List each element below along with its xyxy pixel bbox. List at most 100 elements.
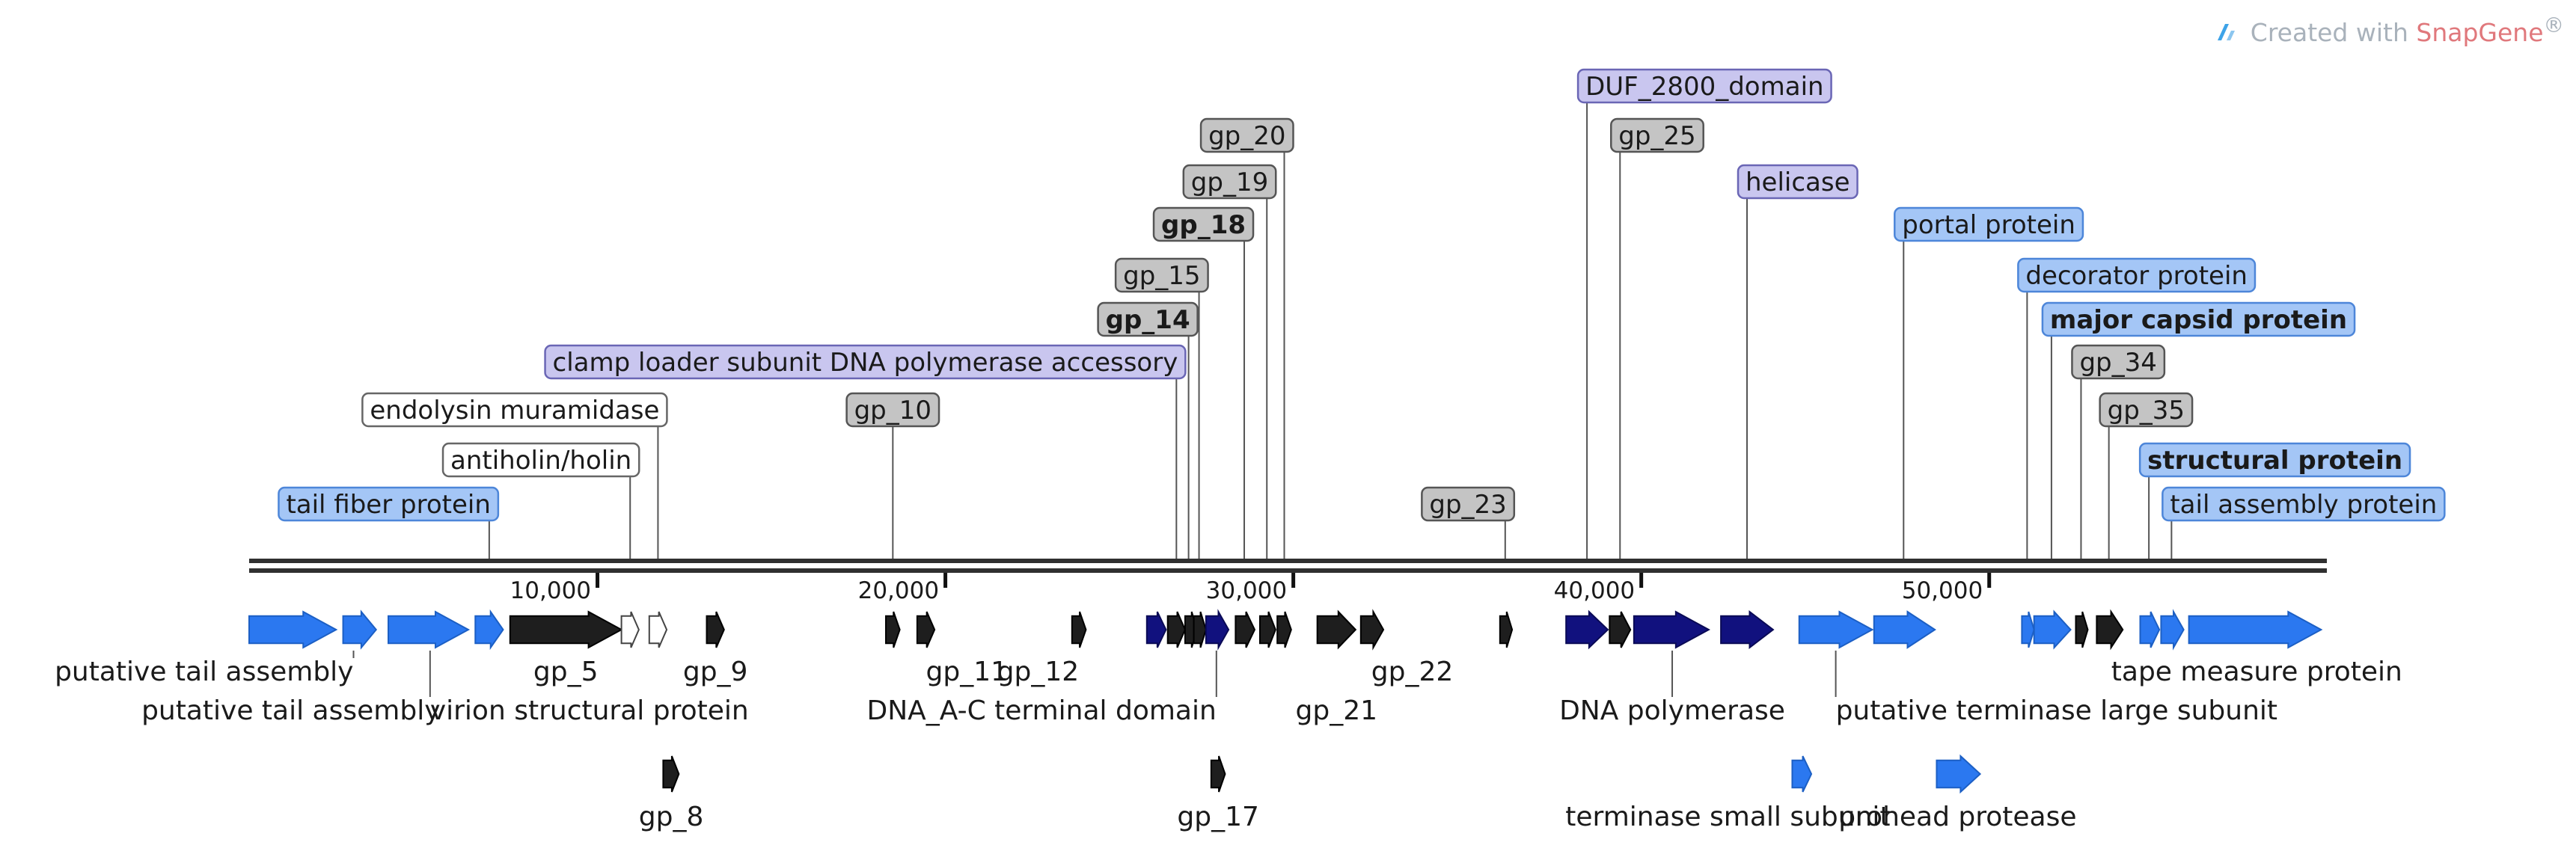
top-label-portal-protein[interactable]: portal protein [1894,206,2084,242]
top-label-box [2162,486,2446,522]
top-label-box [1576,68,1832,104]
top-label-text: helicase [1746,168,1850,197]
top-label-gp-19[interactable]: gp_19 [1182,164,1277,200]
gene-arrow-gp-8[interactable] [662,755,680,793]
bottom-label-dna-a-c-terminal-domain[interactable]: DNA_A-C terminal domain [866,695,1216,726]
top-label-text: gp_20 [1208,121,1285,151]
gene-arrow-putative-tail-assembly[interactable] [248,610,338,649]
gene-arrow-major-capsid-protein[interactable] [2033,609,2072,650]
gene-arrow-gp-18[interactable] [1235,611,1256,648]
bottom-label-prohead-protease[interactable]: prohead protease [1838,802,2076,832]
gene-arrow-gp-17[interactable] [1210,755,1226,793]
top-label-gp-14[interactable]: gp_14 [1097,301,1199,337]
top-label-gp-10[interactable]: gp_10 [845,392,940,428]
top-label-gp-35[interactable]: gp_35 [2099,392,2194,428]
top-label-gp-18[interactable]: gp_18 [1152,206,1255,242]
top-label-text: clamp loader subunit DNA polymerase acce… [553,348,1178,378]
bottom-label-virion-structural-protein[interactable]: virion structural protein [430,695,749,726]
top-label-gp-25[interactable]: gp_25 [1610,117,1704,153]
top-label-text: tail assembly protein [2170,490,2437,520]
gene-arrow-tail-fiber-protein[interactable] [474,609,504,651]
top-label-text: gp_23 [1429,490,1506,520]
gene-arrow-gp-25[interactable] [1609,611,1632,648]
bottom-label-gp-5[interactable]: gp_5 [533,657,599,687]
bottom-label-gp-22[interactable]: gp_22 [1371,657,1454,687]
top-label-clamp-loader-subunit-dna-polymerase-accessory[interactable]: clamp loader subunit DNA polymerase acce… [544,344,1187,380]
top-label-gp-23[interactable]: gp_23 [1421,486,1516,522]
top-label-structural-protein[interactable]: structural protein [2138,442,2411,478]
snapgene-logo-icon [2217,24,2235,40]
gene-arrow-gp-12[interactable] [1071,611,1087,648]
bottom-label-gp-8[interactable]: gp_8 [639,802,704,832]
bottom-label-terminase-small-subunit[interactable]: terminase small subunit [1565,802,1890,832]
bottom-label-gp-17[interactable]: gp_17 [1177,802,1259,832]
top-label-text: tail fiber protein [286,490,490,520]
axis-tick-label: 20,000 [858,577,939,604]
gene-arrow-tape-measure-protein[interactable] [2188,610,2323,649]
top-label-text: gp_15 [1123,261,1200,291]
top-label-helicase[interactable]: helicase [1737,164,1858,200]
gene-arrow-prohead-protease[interactable] [1936,754,1982,794]
gene-arrow-gp-15[interactable] [1193,611,1207,648]
gene-arrow-terminase-small-subunit[interactable] [1791,755,1813,793]
bottom-label-putative-tail-assembly[interactable]: putative tail assembly [141,695,440,726]
gene-arrow-duf-2800-domain[interactable] [1565,609,1609,650]
gene-arrow-gp-20[interactable] [1276,611,1292,648]
bottom-label-gp-21[interactable]: gp_21 [1295,695,1377,726]
top-label-tail-fiber-protein[interactable]: tail fiber protein [278,486,500,522]
gene-arrow-endolysin-muramidase[interactable] [648,611,668,648]
bottom-label-putative-terminase-large-subunit[interactable]: putative terminase large subunit [1836,695,2277,726]
bottom-label-gp-9[interactable]: gp_9 [683,657,748,687]
top-label-text: endolysin muramidase [370,396,659,426]
bottom-label-gp-11[interactable]: gp_11 [926,657,1009,687]
gene-arrow-virion-structural-protein[interactable] [388,610,471,649]
gene-arrow-structural-protein[interactable] [2139,611,2161,648]
gene-arrow-gp-22[interactable] [1359,609,1385,651]
top-label-gp-20[interactable]: gp_20 [1199,117,1294,153]
gene-arrow-tail-assembly-protein[interactable] [2160,609,2185,651]
top-label-gp-15[interactable]: gp_15 [1114,257,1209,293]
snapgene-credit: Created with SnapGene® [2215,13,2564,47]
top-label-text: structural protein [2147,446,2402,476]
gene-arrow-decorator-protein[interactable] [2021,611,2035,648]
bottom-label-putative-tail-assembly[interactable]: putative tail assembly [55,657,353,687]
bottom-label-dna-polymerase[interactable]: DNA polymerase [1559,695,1785,726]
bottom-label-gp-12[interactable]: gp_12 [997,657,1080,687]
gene-arrow-putative-terminase-large-subunit[interactable] [1798,610,1874,649]
gene-arrow-gp-16[interactable] [1205,609,1230,651]
top-label-duf-2800-domain[interactable]: DUF_2800_domain [1576,68,1832,104]
gene-arrow-antiholin-holin[interactable] [620,611,640,648]
top-label-endolysin-muramidase[interactable]: endolysin muramidase [361,392,668,428]
gene-arrow-gp-10[interactable] [885,611,901,648]
top-label-tail-assembly-protein[interactable]: tail assembly protein [2162,486,2446,522]
gene-arrow-gp-35[interactable] [2096,609,2124,651]
gene-arrow-gp-21[interactable] [1316,609,1357,650]
gene-arrow-gp-34[interactable] [2075,611,2089,648]
gene-arrow-gp-11[interactable] [916,611,936,648]
gene-arrow-gp-19[interactable] [1258,611,1276,648]
sequence-backbone [249,559,2327,573]
axis-tick-label: 40,000 [1554,577,1635,604]
axis-tick-mark [1987,573,1992,588]
gene-arrow-dna-a-c-terminal-domain[interactable] [1145,611,1167,648]
gene-arrow-gp-5[interactable] [509,610,623,649]
top-label-text: gp_14 [1106,305,1190,335]
gene-arrow-dna-polymerase[interactable] [1633,610,1710,649]
gene-arrow-portal-protein[interactable] [1873,610,1936,649]
top-label-box [278,486,500,522]
gene-arrow-helicase[interactable] [1720,609,1775,650]
gene-arrow-putative-tail-assembly[interactable] [342,609,378,650]
bottom-label-tape-measure-protein[interactable]: tape measure protein [2111,657,2402,687]
top-label-decorator-protein[interactable]: decorator protein [2017,257,2257,293]
top-label-antiholin-holin[interactable]: antiholin/holin [441,442,640,478]
top-label-major-capsid-protein[interactable]: major capsid protein [2041,301,2356,337]
top-label-box [1737,164,1858,200]
gene-arrow-gp-9[interactable] [706,611,725,648]
axis-ticks: 10,000 20,000 30,000 40,000 50,000 [510,573,1992,604]
gene-arrow-gp-23[interactable] [1499,611,1514,648]
top-label-gp-34[interactable]: gp_34 [2071,344,2166,380]
gene-arrow-clamp-loader-subunit-dna-polymerase-accessory[interactable] [1166,611,1187,648]
axis-tick-mark [1639,573,1644,588]
axis-tick-mark [943,573,948,588]
